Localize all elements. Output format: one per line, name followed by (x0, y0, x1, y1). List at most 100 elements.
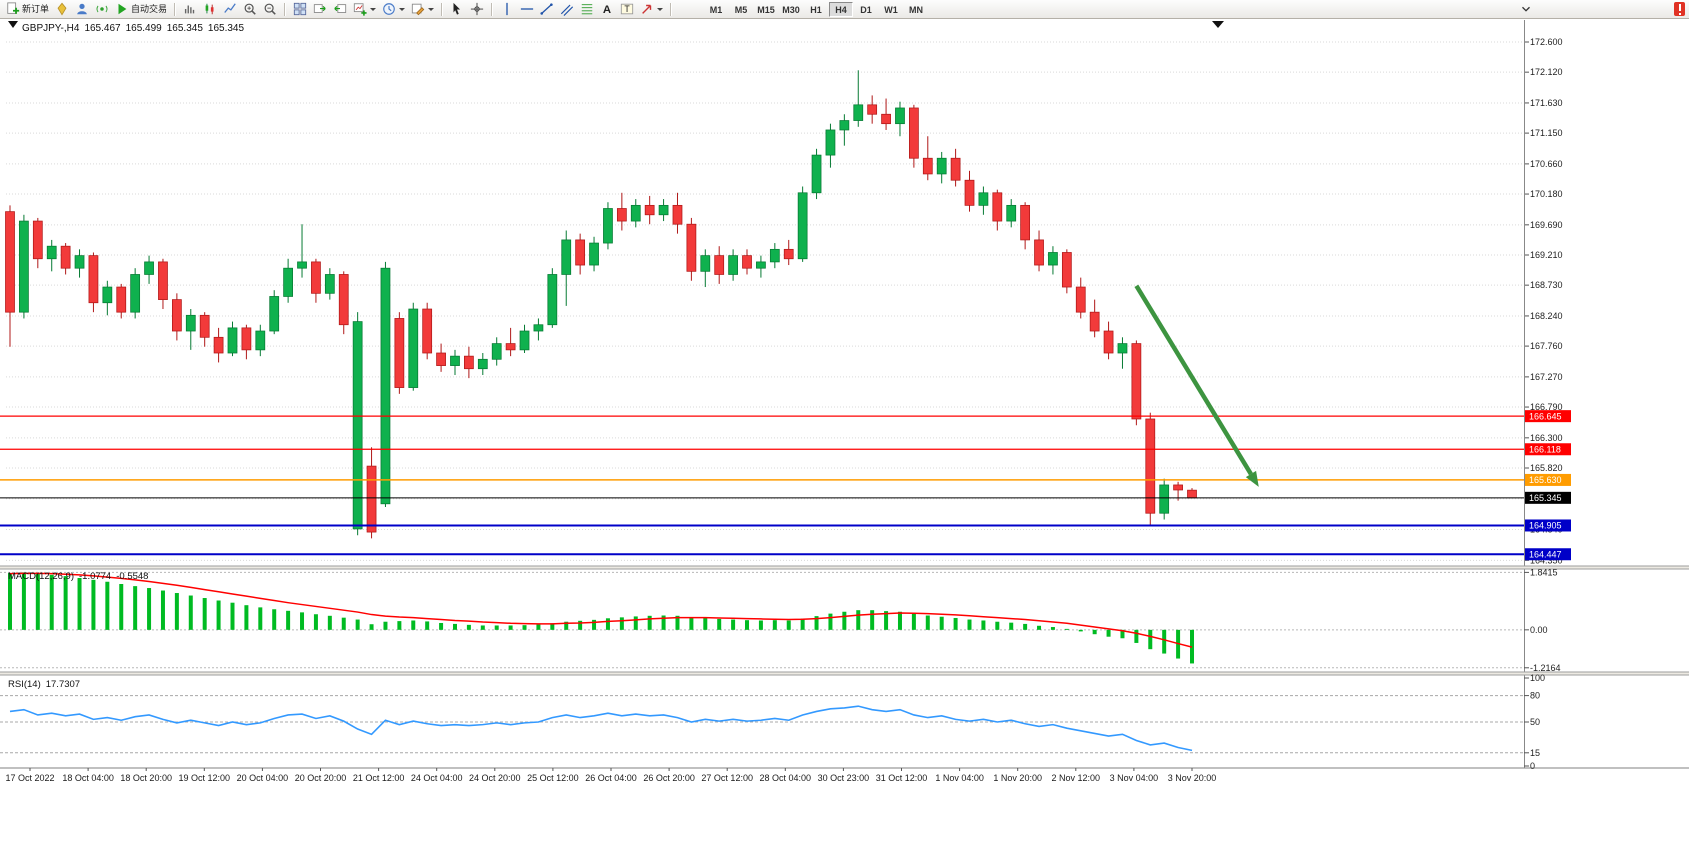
candle (742, 249, 752, 275)
vertical-line-button[interactable] (497, 1, 517, 18)
candle (366, 447, 377, 539)
candle (547, 268, 558, 328)
chart-shift-marker[interactable] (1212, 21, 1224, 28)
signals-button[interactable] (92, 1, 112, 18)
profile-button[interactable] (72, 1, 92, 18)
candle (116, 283, 127, 319)
price-tag-label: 166.645 (1529, 411, 1562, 421)
timeframe-button-w1[interactable]: W1 (884, 4, 898, 15)
cursor-button[interactable] (447, 1, 467, 18)
panel-splitter[interactable] (0, 566, 1689, 569)
horizontal-line-button[interactable] (517, 1, 537, 18)
candle (769, 243, 780, 269)
timeframe-button-m5[interactable]: M5 (734, 4, 748, 15)
svg-text:T: T (624, 4, 630, 14)
candle (88, 252, 99, 313)
candle (74, 249, 85, 278)
time-axis-label: 3 Nov 20:00 (1168, 773, 1217, 783)
timeframe-button-h4[interactable]: H4 (829, 1, 854, 17)
timeframe-button-d1[interactable]: D1 (860, 4, 872, 15)
channel-button[interactable] (557, 1, 577, 18)
text-label-button[interactable]: T (617, 1, 637, 18)
time-axis-label: 1 Nov 04:00 (935, 773, 984, 783)
trend-arrow[interactable] (1134, 284, 1259, 487)
bar-chart-button[interactable] (180, 1, 200, 18)
rsi-indicator-label: RSI(14) 17.7307 (8, 679, 85, 690)
candle (283, 258, 293, 303)
trendline-icon (540, 3, 553, 15)
timeframe-button-m15[interactable]: M15 (757, 4, 775, 15)
time-axis-label: 18 Oct 20:00 (120, 773, 172, 783)
zoom-out-button[interactable] (260, 1, 280, 18)
timeframe-button-m30[interactable]: M30 (782, 4, 800, 15)
candle (1131, 340, 1142, 426)
price-level-line[interactable]: 166.118 (0, 443, 1571, 456)
templates-button[interactable] (408, 1, 437, 18)
candle (1034, 230, 1044, 272)
trendline-button[interactable] (537, 1, 557, 18)
arrows-button[interactable] (637, 1, 666, 18)
window-menu-icon[interactable] (8, 21, 18, 28)
macd-indicator-label: MACD(12,26,9) -1.0774 -0.5548 (8, 571, 153, 582)
candle (1187, 488, 1197, 499)
candle (533, 318, 544, 341)
rsi-name: RSI(14) (8, 679, 41, 690)
auto-trading-button[interactable]: 自动交易 (112, 1, 170, 18)
new-order-button[interactable]: 新订单 (3, 1, 52, 18)
candle (408, 302, 419, 391)
candle (269, 290, 280, 335)
price-axis-label: 165.820 (1530, 463, 1563, 473)
candle (950, 148, 961, 187)
candle (1159, 478, 1170, 520)
price-level-line[interactable]: 165.345 (0, 491, 1571, 504)
channel-icon (560, 4, 574, 16)
toolbar-separator (174, 2, 177, 16)
candle (1145, 412, 1156, 526)
new-chart-button[interactable] (350, 1, 379, 18)
tile-windows-button[interactable] (290, 1, 310, 18)
caret-down-icon (428, 7, 435, 11)
chart-shift-button[interactable] (330, 1, 350, 18)
price-level-line[interactable]: 165.630 (0, 473, 1571, 486)
periods-button[interactable] (379, 1, 408, 18)
rsi-axis-label: 0 (1530, 761, 1535, 771)
timeframe-button-m1[interactable]: M1 (709, 4, 723, 15)
toolbar-separator (670, 2, 673, 16)
candle (464, 346, 474, 379)
rsi-axis-label: 15 (1530, 748, 1540, 758)
price-level-line[interactable]: 164.447 (0, 548, 1571, 561)
fibonacci-button[interactable] (577, 1, 597, 18)
candle (171, 293, 182, 341)
chart-line-icon (224, 3, 236, 13)
timeframe-button-h1[interactable]: H1 (810, 4, 822, 15)
person-icon (77, 3, 87, 15)
candle (144, 255, 154, 284)
metaeditor-button[interactable] (52, 1, 72, 18)
timeframe-button-mn[interactable]: MN (909, 4, 924, 15)
price-level-line[interactable]: 166.645 (0, 410, 1571, 423)
candlestick-chart-button[interactable] (200, 1, 220, 18)
candle (1048, 246, 1058, 275)
panel-splitter[interactable] (0, 672, 1689, 675)
macd-axis-label: -1.2164 (1530, 663, 1561, 673)
price-tag-label: 164.447 (1529, 549, 1562, 559)
candle (60, 243, 71, 275)
crosshair-button[interactable] (467, 1, 487, 18)
zoom-in-button[interactable] (240, 1, 260, 18)
text-button[interactable]: A (597, 1, 617, 18)
line-chart-button[interactable] (220, 1, 240, 18)
price-tag (1525, 548, 1571, 561)
candle (839, 114, 850, 146)
time-axis-label: 31 Oct 12:00 (876, 773, 928, 783)
price-axis-label: 167.760 (1530, 341, 1563, 351)
candle (1089, 299, 1100, 338)
notification-badge[interactable] (1674, 2, 1685, 16)
toolbar-overflow-button[interactable] (1516, 1, 1536, 18)
chart-bars-icon (184, 5, 195, 14)
auto-scroll-button[interactable] (310, 1, 330, 18)
price-level-line[interactable]: 164.905 (0, 519, 1571, 532)
time-axis-label: 27 Oct 12:00 (701, 773, 753, 783)
candle (881, 98, 891, 130)
